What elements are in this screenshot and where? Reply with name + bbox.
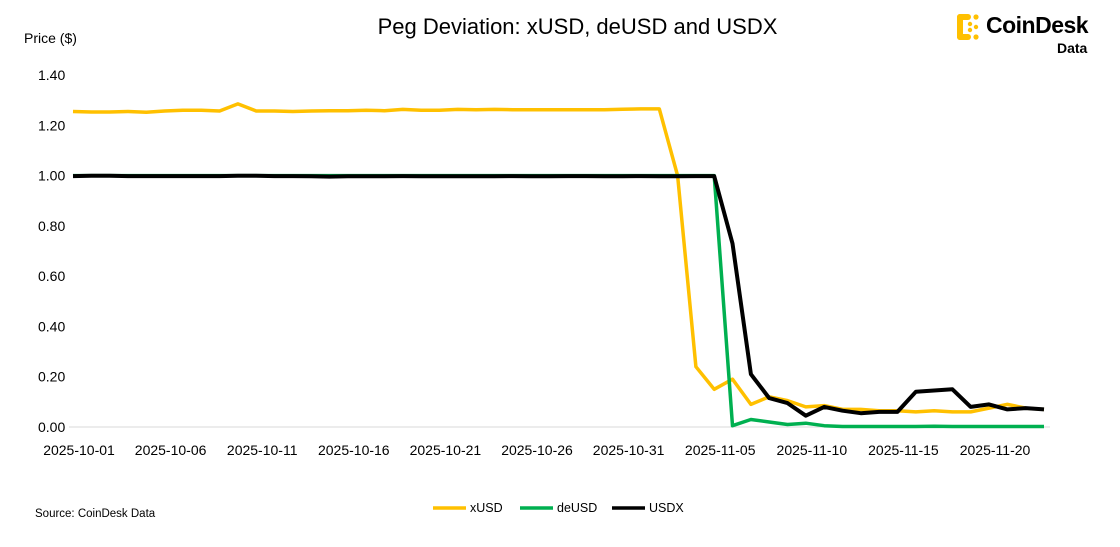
y-tick-label: 0.20	[38, 369, 65, 385]
x-tick-label: 2025-11-15	[868, 442, 939, 458]
x-tick-label: 2025-10-11	[227, 442, 298, 458]
x-tick-label: 2025-11-20	[960, 442, 1031, 458]
legend-label-deusd: deUSD	[557, 501, 597, 515]
chart-title: Peg Deviation: xUSD, deUSD and USDX	[377, 14, 778, 39]
y-tick-label: 1.00	[38, 168, 65, 184]
y-tick-label: 0.00	[38, 419, 65, 435]
legend-label-xusd: xUSD	[470, 501, 503, 515]
x-tick-label: 2025-10-21	[410, 442, 482, 458]
legend-label-usdx: USDX	[649, 501, 684, 515]
logo-sub: Data	[1057, 40, 1088, 56]
x-tick-label: 2025-10-26	[501, 442, 573, 458]
series-line-deusd	[73, 173, 1044, 429]
logo-name: CoinDesk	[986, 12, 1089, 38]
y-tick-label: 0.40	[38, 318, 65, 334]
y-tick-label: 0.60	[38, 268, 65, 284]
x-tick-label: 2025-10-06	[135, 442, 207, 458]
coindesk-logo-icon	[957, 14, 979, 40]
x-tick-label: 2025-10-16	[318, 442, 390, 458]
series-line-usdx	[72, 173, 1045, 418]
x-tick-label: 2025-11-05	[685, 442, 756, 458]
y-axis-label: Price ($)	[24, 30, 77, 46]
x-tick-label: 2025-10-31	[593, 442, 665, 458]
y-tick-label: 1.20	[38, 117, 65, 133]
x-tick-label: 2025-10-01	[43, 442, 115, 458]
x-tick-label: 2025-11-10	[777, 442, 848, 458]
y-tick-label: 0.80	[38, 218, 65, 234]
y-tick-label: 1.40	[38, 67, 65, 83]
source-note: Source: CoinDesk Data	[35, 508, 156, 520]
series-line-xusd	[72, 102, 1045, 414]
